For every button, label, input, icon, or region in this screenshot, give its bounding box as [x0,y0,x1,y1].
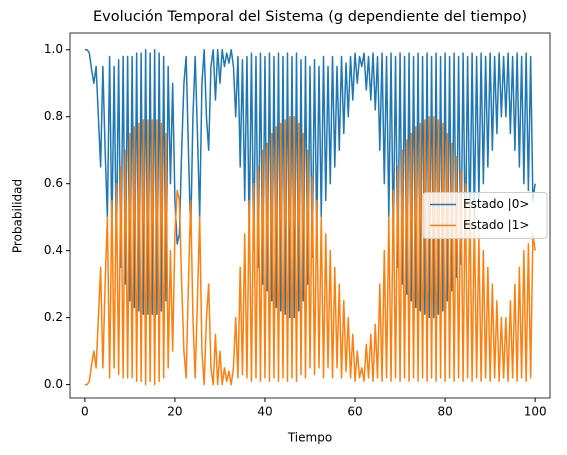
chart-title: Evolución Temporal del Sistema (g depend… [93,9,527,25]
y-tick-label: 0.2 [44,310,63,324]
legend-label: Estado |0> [463,197,529,211]
y-tick-label: 0.4 [44,243,63,257]
y-axis-label: Probabilidad [11,179,25,253]
series-line [84,115,536,386]
y-tick-label: 1.0 [44,42,63,56]
x-tick-label: 100 [524,405,547,419]
x-tick-label: 20 [167,405,182,419]
y-tick-label: 0.0 [44,377,63,391]
x-tick-label: 80 [437,405,452,419]
y-tick-label: 0.8 [44,109,63,123]
x-tick-label: 40 [257,405,272,419]
y-tick-label: 0.6 [44,176,63,190]
x-tick-label: 60 [347,405,362,419]
legend-label: Estado |1> [463,218,529,232]
x-axis-label: Tiempo [287,431,332,445]
x-tick-label: 0 [81,405,89,419]
plot-frame [69,32,551,399]
